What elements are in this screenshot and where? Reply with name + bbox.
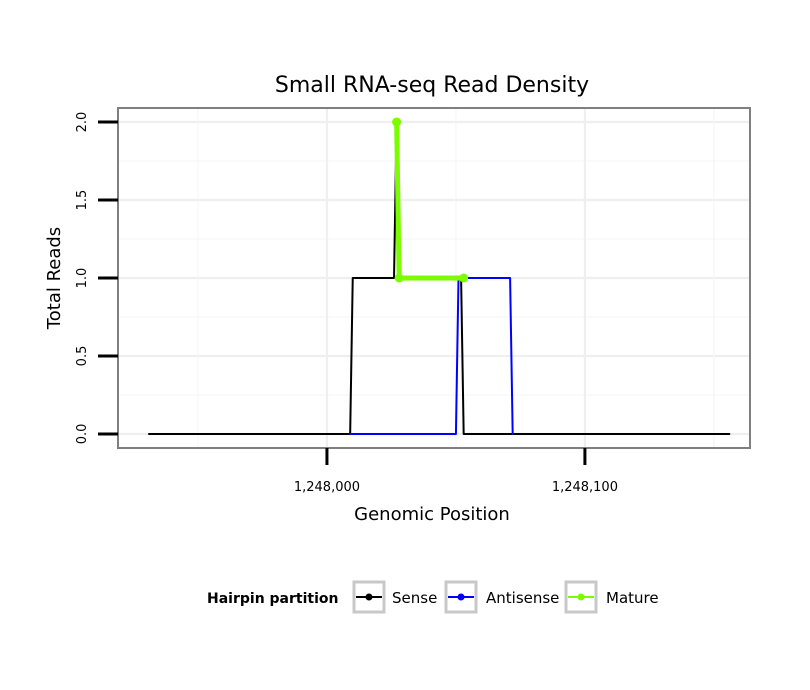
axis-layer: 0.0 0.5 1.0 1.5 2.0 1,248,000 1,248,100 bbox=[75, 112, 618, 495]
legend-point-mature bbox=[577, 593, 585, 601]
legend-label-antisense: Antisense bbox=[486, 589, 559, 607]
y-tick-label: 1.0 bbox=[75, 268, 90, 289]
chart-title: Small RNA-seq Read Density bbox=[275, 73, 589, 98]
y-tick-label: 2.0 bbox=[75, 112, 90, 133]
legend-item-sense: Sense bbox=[352, 580, 437, 614]
series-point-mature bbox=[392, 117, 402, 127]
x-tick-label: 1,248,100 bbox=[552, 480, 618, 495]
y-tick-label: 1.5 bbox=[75, 190, 90, 211]
legend-item-antisense: Antisense bbox=[444, 580, 559, 614]
legend-label-mature: Mature bbox=[606, 589, 659, 607]
x-tick-label: 1,248,000 bbox=[294, 480, 360, 495]
legend-title: Hairpin partition bbox=[207, 591, 338, 607]
legend-item-mature: Mature bbox=[564, 580, 659, 614]
legend-point-sense bbox=[365, 593, 373, 601]
x-axis-label: Genomic Position bbox=[354, 504, 510, 525]
legend: Hairpin partition Sense Antisense Mature bbox=[207, 580, 659, 614]
y-axis-label: Total Reads bbox=[44, 227, 65, 330]
series-point-mature bbox=[394, 273, 404, 283]
series-layer bbox=[147, 117, 731, 435]
legend-point-antisense bbox=[457, 593, 465, 601]
y-tick-label: 0.0 bbox=[75, 424, 90, 445]
series-point-mature bbox=[459, 273, 469, 283]
legend-label-sense: Sense bbox=[392, 589, 437, 607]
y-tick-label: 0.5 bbox=[75, 346, 90, 367]
